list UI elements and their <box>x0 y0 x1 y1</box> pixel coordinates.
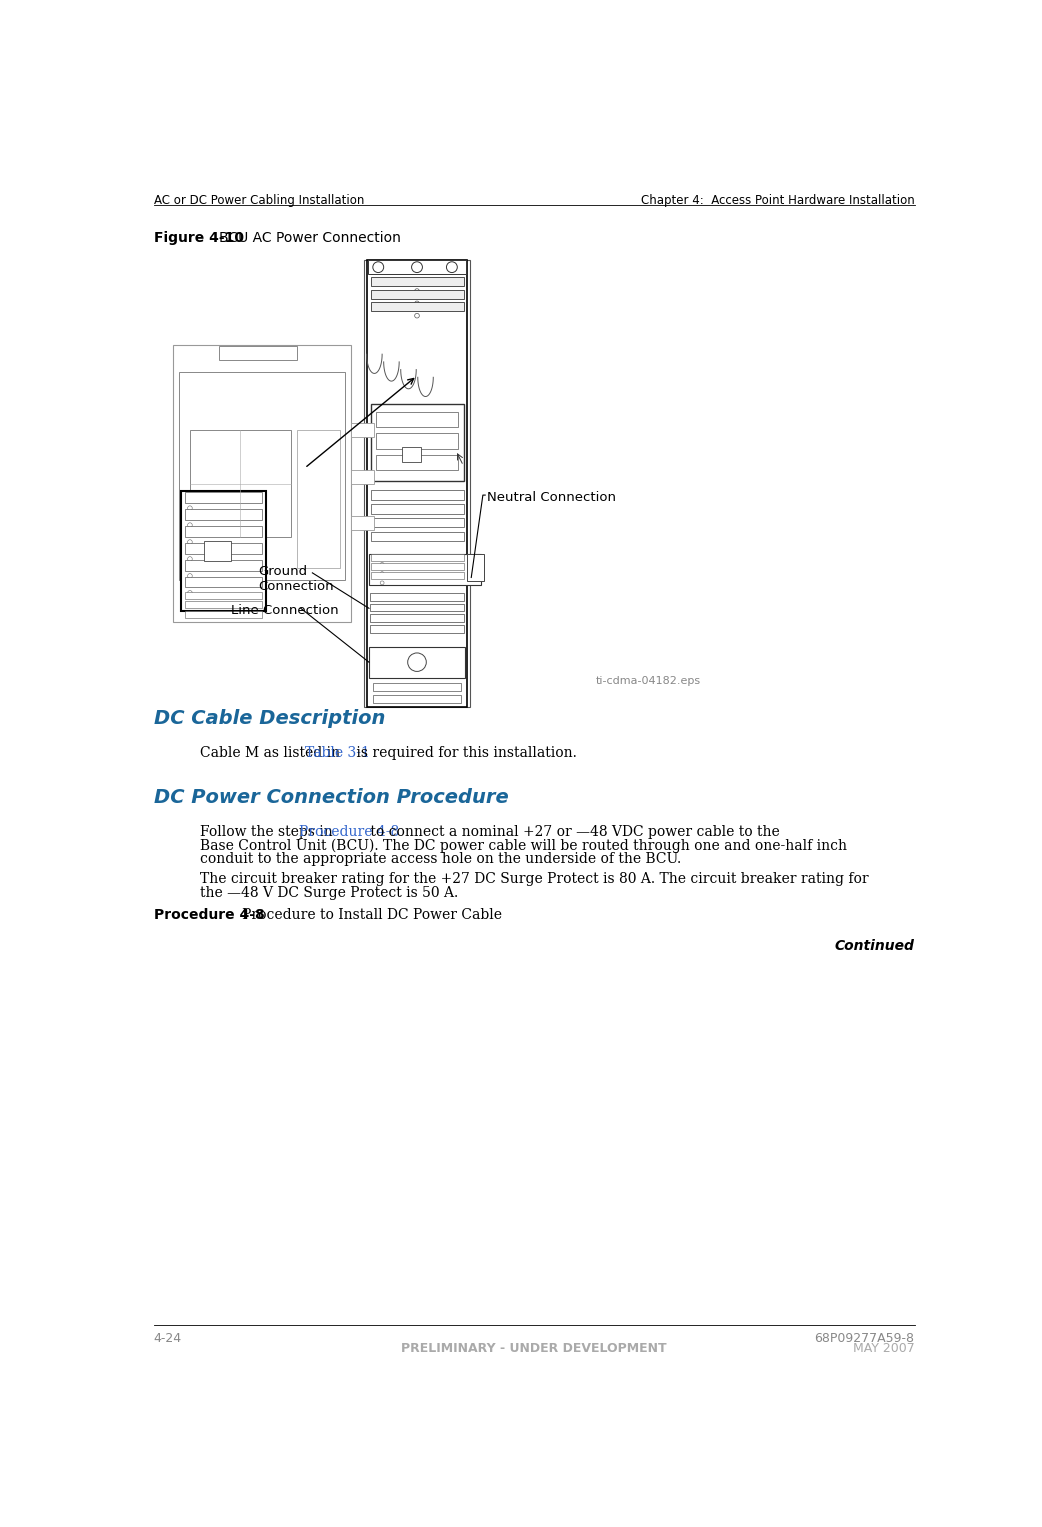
Bar <box>371 278 464 287</box>
Text: DC Cable Description: DC Cable Description <box>153 709 384 728</box>
Bar <box>184 525 262 536</box>
Circle shape <box>380 580 384 585</box>
Circle shape <box>380 562 384 567</box>
Text: is required for this installation.: is required for this installation. <box>352 747 577 760</box>
Circle shape <box>415 301 419 305</box>
Circle shape <box>188 557 193 562</box>
Text: Table 3-1: Table 3-1 <box>305 747 370 760</box>
Text: 68P09277A59-8: 68P09277A59-8 <box>815 1332 915 1345</box>
Circle shape <box>380 571 384 576</box>
Text: Line Connection: Line Connection <box>231 605 339 617</box>
Bar <box>184 577 262 588</box>
Text: Figure 4-10: Figure 4-10 <box>153 231 244 244</box>
Bar <box>184 592 262 599</box>
Bar <box>373 683 462 690</box>
Bar <box>371 563 464 570</box>
Bar <box>371 331 464 392</box>
Bar <box>179 373 345 580</box>
Bar <box>204 541 231 560</box>
Bar <box>371 302 464 312</box>
Bar <box>184 611 262 617</box>
Text: conduit to the appropriate access hole on the underside of the BCU.: conduit to the appropriate access hole o… <box>200 852 681 866</box>
Text: Cable M as listed in: Cable M as listed in <box>200 747 340 760</box>
Bar <box>351 470 374 484</box>
Text: Base Control Unit (BCU). The DC power cable will be routed through one and one-h: Base Control Unit (BCU). The DC power ca… <box>200 838 847 854</box>
Bar <box>365 260 470 707</box>
Bar <box>184 492 262 502</box>
Bar <box>376 412 458 428</box>
Bar <box>371 504 464 513</box>
Bar <box>373 695 462 702</box>
Text: ti-cdma-04182.eps: ti-cdma-04182.eps <box>595 676 700 686</box>
Text: to connect a nominal +27 or —48 VDC power cable to the: to connect a nominal +27 or —48 VDC powe… <box>366 825 779 838</box>
Circle shape <box>188 522 193 527</box>
Circle shape <box>407 654 426 672</box>
Circle shape <box>412 261 422 272</box>
Bar <box>184 602 262 608</box>
Text: Follow the steps in: Follow the steps in <box>200 825 338 838</box>
Bar <box>468 554 485 582</box>
Bar <box>370 614 465 621</box>
Text: Procedure to Install DC Power Cable: Procedure to Install DC Power Cable <box>229 909 502 922</box>
Text: Chapter 4:  Access Point Hardware Installation: Chapter 4: Access Point Hardware Install… <box>641 194 915 208</box>
Text: AC or DC Power Cabling Installation: AC or DC Power Cabling Installation <box>153 194 364 208</box>
Bar <box>297 429 340 568</box>
Circle shape <box>373 261 383 272</box>
Bar <box>371 490 464 499</box>
Bar <box>371 531 464 541</box>
Bar <box>184 542 262 554</box>
Circle shape <box>188 591 193 596</box>
Text: The circuit breaker rating for the +27 DC Surge Protect is 80 A. The circuit bre: The circuit breaker rating for the +27 D… <box>200 872 869 886</box>
Bar <box>367 260 468 707</box>
Circle shape <box>446 261 457 272</box>
Bar <box>371 518 464 527</box>
Bar <box>184 508 262 519</box>
Circle shape <box>188 539 193 544</box>
Bar <box>369 647 465 678</box>
Circle shape <box>188 574 193 579</box>
Bar <box>190 429 291 538</box>
Text: 4-24: 4-24 <box>153 1332 181 1345</box>
Bar <box>173 345 351 621</box>
Bar <box>376 455 458 470</box>
Bar <box>220 347 297 360</box>
Circle shape <box>415 289 419 293</box>
Bar <box>368 260 466 275</box>
Bar <box>180 492 266 611</box>
Bar <box>376 434 458 449</box>
Text: Procedure 4-8: Procedure 4-8 <box>299 825 399 838</box>
Text: BCU AC Power Connection: BCU AC Power Connection <box>220 231 401 244</box>
Bar <box>371 405 464 481</box>
Bar <box>371 573 464 579</box>
Bar <box>184 560 262 571</box>
Text: Procedure 4-8: Procedure 4-8 <box>153 909 265 922</box>
Bar <box>401 446 421 463</box>
Text: Continued: Continued <box>835 939 915 953</box>
Bar <box>370 592 465 600</box>
Bar <box>371 290 464 299</box>
Text: DC Power Connection Procedure: DC Power Connection Procedure <box>153 788 508 806</box>
Bar <box>371 554 464 560</box>
Text: MAY 2007: MAY 2007 <box>852 1342 915 1354</box>
Circle shape <box>415 313 419 318</box>
Bar <box>369 554 480 585</box>
Bar <box>370 603 465 611</box>
Bar <box>351 516 374 530</box>
Text: PRELIMINARY - UNDER DEVELOPMENT: PRELIMINARY - UNDER DEVELOPMENT <box>401 1342 667 1354</box>
Text: the —48 V DC Surge Protect is 50 A.: the —48 V DC Surge Protect is 50 A. <box>200 886 458 901</box>
Circle shape <box>188 505 193 510</box>
Bar <box>351 423 374 437</box>
Bar <box>370 625 465 632</box>
Text: Neutral Connection: Neutral Connection <box>487 492 616 504</box>
Text: Ground
Connection: Ground Connection <box>258 565 333 592</box>
